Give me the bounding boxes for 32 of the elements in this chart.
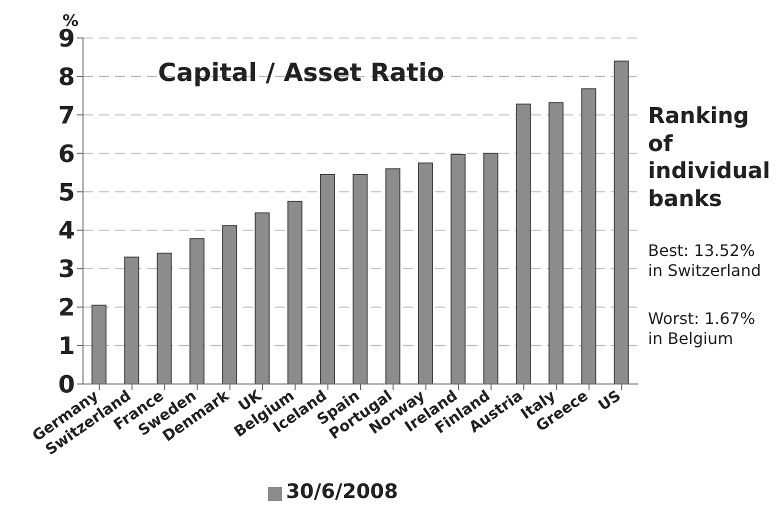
x-tick-label: US xyxy=(594,386,624,414)
text: Capital / Asset Ratio xyxy=(158,58,444,87)
text: Best: 13.52% in Switzerland xyxy=(648,241,762,281)
text: Worst: 1.67% in Belgium xyxy=(648,309,756,349)
bar xyxy=(450,154,466,384)
bar xyxy=(124,256,140,384)
y-tick-label: 7 xyxy=(58,101,75,130)
y-axis-title: % xyxy=(62,11,79,30)
bar xyxy=(385,168,400,384)
y-tick-label: 1 xyxy=(58,332,75,360)
bar xyxy=(189,238,204,384)
bar xyxy=(320,174,336,384)
bar xyxy=(156,252,172,384)
y-tick-label: 4 xyxy=(58,216,75,245)
y-tick-label: 8 xyxy=(58,62,75,91)
bar xyxy=(581,88,596,384)
bar xyxy=(483,152,498,384)
y-tick-label: 2 xyxy=(58,294,75,322)
bar xyxy=(516,104,531,384)
y-tick-label: 3 xyxy=(58,255,75,284)
bar xyxy=(418,162,433,384)
y-tick-label: 5 xyxy=(58,178,75,206)
legend-label: 30/6/2008 xyxy=(286,479,398,503)
bar xyxy=(614,60,629,384)
bar xyxy=(352,174,368,384)
text: Ranking of individual banks xyxy=(648,103,772,213)
bar xyxy=(287,200,302,384)
bar xyxy=(548,102,564,384)
bar xyxy=(92,304,106,384)
bar xyxy=(254,212,270,384)
bar xyxy=(222,225,238,384)
y-tick-label: 6 xyxy=(58,140,75,168)
